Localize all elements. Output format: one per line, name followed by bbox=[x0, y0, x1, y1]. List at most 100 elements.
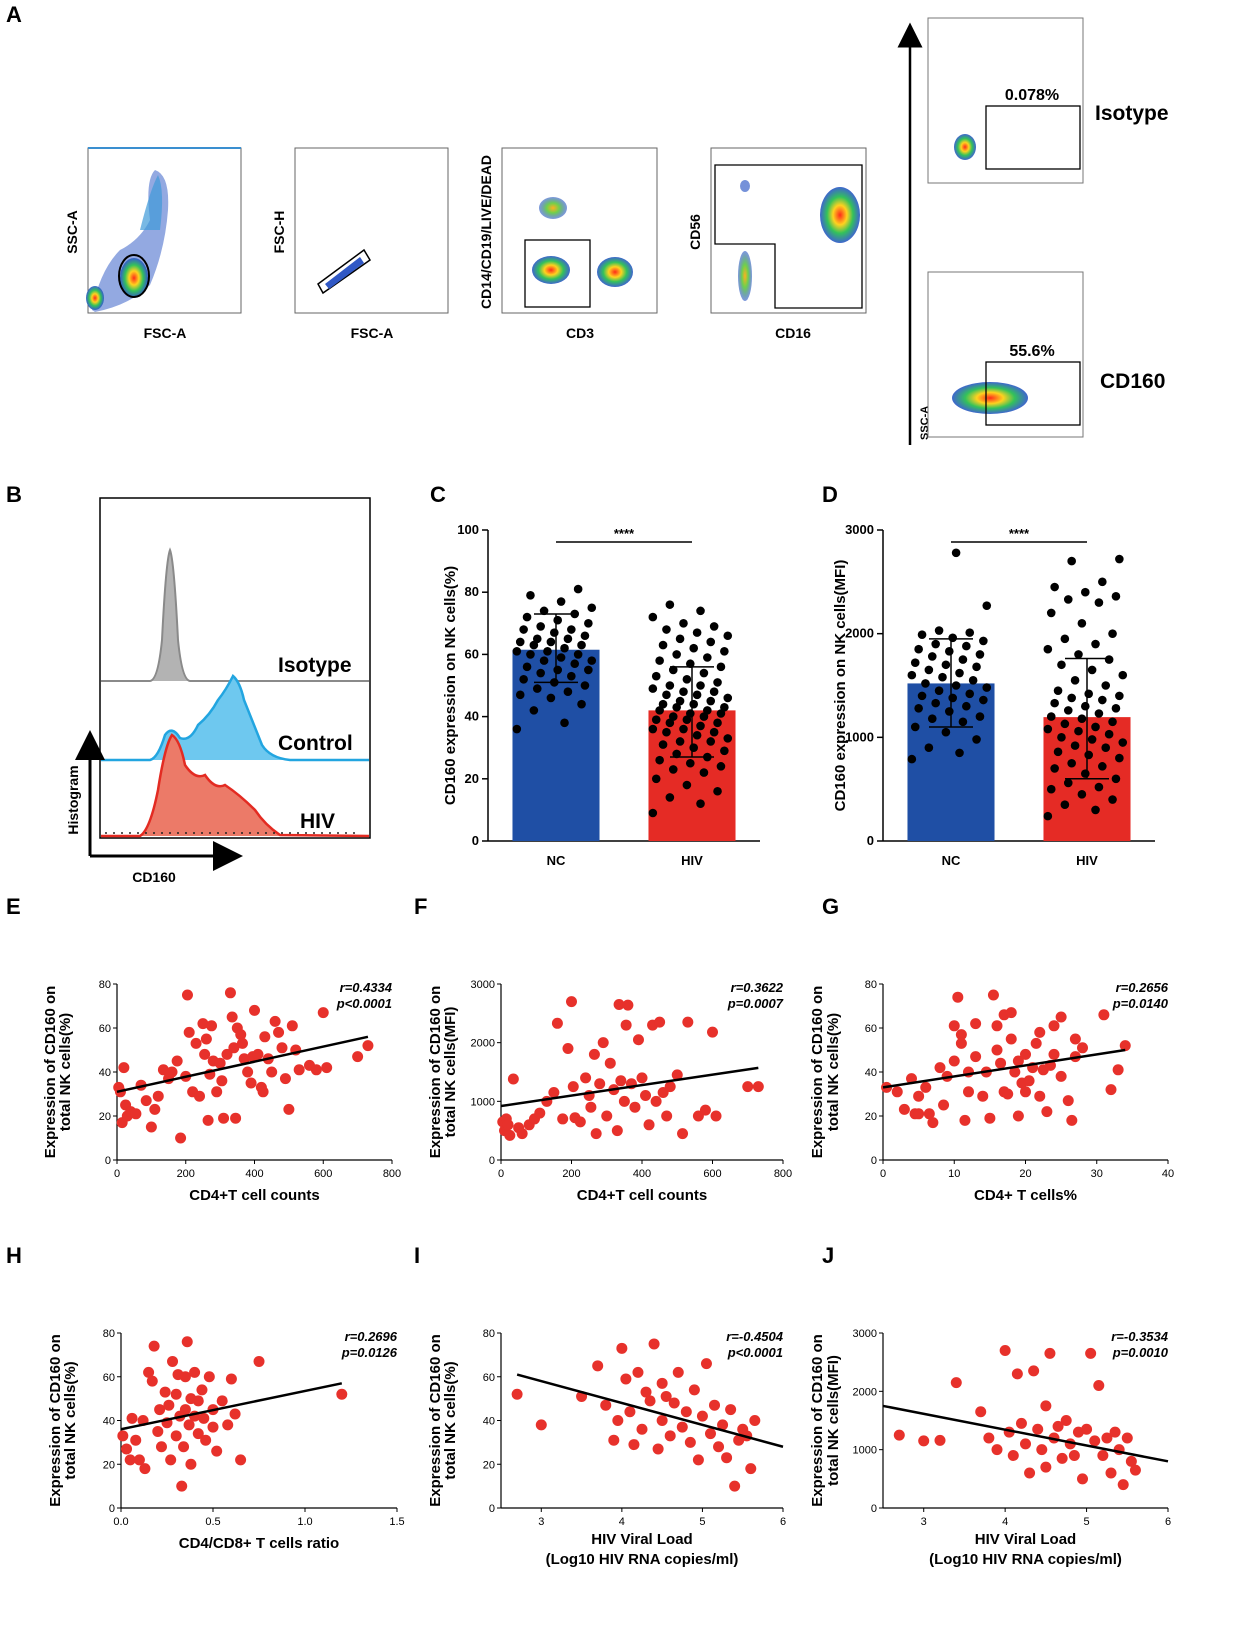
chart-i-point-0 bbox=[511, 1388, 523, 1400]
chart-g-xtick-label-1: 10 bbox=[948, 1168, 960, 1180]
chart-c-point-hiv-19 bbox=[692, 730, 702, 740]
chart-e-ytick-label-4: 80 bbox=[99, 979, 111, 991]
chart-c-point-hiv-57 bbox=[703, 653, 712, 662]
chart-e-point-59 bbox=[286, 1020, 298, 1032]
chart-d-point-nc-5 bbox=[910, 722, 920, 732]
chart-c-point-hiv-17 bbox=[675, 737, 685, 746]
chart-i-point-34 bbox=[721, 1452, 733, 1464]
flow-plot-2-x-label: FSC-A bbox=[351, 325, 394, 341]
histogram-control bbox=[101, 674, 369, 762]
chart-g-point-35 bbox=[1009, 1066, 1021, 1078]
chart-h-point-46 bbox=[235, 1454, 247, 1466]
chart-j-xtick-label-0: 3 bbox=[921, 1516, 927, 1528]
chart-f-ytick-label-0: 0 bbox=[489, 1155, 495, 1167]
chart-j-point-7 bbox=[999, 1345, 1011, 1356]
panel-label-i: I bbox=[414, 1243, 420, 1268]
chart-j-xtick-label-1: 4 bbox=[1002, 1516, 1008, 1528]
chart-g-point-60 bbox=[1112, 1064, 1124, 1076]
chart-g-point-28 bbox=[991, 1044, 1003, 1056]
chart-c-point-hiv-69 bbox=[648, 612, 658, 622]
chart-j-point-16 bbox=[1036, 1444, 1048, 1456]
chart-c-point-nc-21 bbox=[573, 650, 583, 659]
chart-d-point-hiv-1 bbox=[1091, 805, 1100, 815]
chart-e-point-36 bbox=[224, 987, 236, 999]
chart-d-point-nc-19 bbox=[951, 681, 961, 690]
chart-f-point-37 bbox=[629, 1101, 641, 1113]
chart-i-point-27 bbox=[692, 1454, 704, 1466]
chart-d-point-nc-6 bbox=[958, 717, 968, 727]
chart-g-point-20 bbox=[963, 1086, 974, 1098]
chart-d-point-nc-28 bbox=[910, 658, 920, 667]
chart-h-point-1 bbox=[121, 1443, 133, 1455]
chart-h-point-24 bbox=[178, 1441, 190, 1453]
flow-plot-2-gate bbox=[317, 248, 372, 295]
flow-plot-1-y-label: SSC-A bbox=[64, 210, 80, 254]
histogram-label-control: Control bbox=[278, 732, 353, 755]
chart-h-point-38 bbox=[203, 1371, 215, 1383]
chart-i-ytick-label-0: 0 bbox=[489, 1503, 495, 1515]
chart-i-p-value: p<0.0001 bbox=[727, 1345, 783, 1360]
panel-label-h: H bbox=[6, 1243, 22, 1268]
chart-c-point-hiv-61 bbox=[658, 640, 668, 650]
chart-c-point-hiv-43 bbox=[662, 690, 671, 700]
chart-d-point-nc-27 bbox=[941, 660, 951, 670]
chart-d-point-hiv-45 bbox=[1074, 650, 1083, 659]
chart-f-point-15 bbox=[562, 1043, 574, 1055]
chart-e-point-44 bbox=[242, 1066, 254, 1078]
chart-f-xtick-label-4: 800 bbox=[774, 1168, 792, 1180]
chart-g-point-44 bbox=[1034, 1090, 1046, 1102]
chart-d-point-nc-24 bbox=[955, 668, 964, 678]
chart-f-p-value: p=0.0007 bbox=[727, 996, 784, 1011]
chart-f-point-55 bbox=[742, 1081, 754, 1093]
chart-j-point-28 bbox=[1081, 1423, 1093, 1435]
chart-d-ytick-label-3: 3000 bbox=[845, 522, 874, 537]
chart-c-point-hiv-70 bbox=[696, 606, 705, 616]
chart-g-point-41 bbox=[1023, 1075, 1035, 1087]
chart-e-xtick-label-3: 600 bbox=[314, 1168, 332, 1180]
chart-j-p-value: p=0.0010 bbox=[1112, 1345, 1169, 1360]
chart-e-point-19 bbox=[181, 989, 193, 1001]
chart-e-point-64 bbox=[317, 1007, 329, 1019]
chart-c-point-nc-10 bbox=[519, 674, 528, 684]
isotype-gate-box bbox=[985, 105, 1081, 170]
chart-i-point-16 bbox=[652, 1443, 664, 1455]
chart-d-point-nc-33 bbox=[914, 644, 923, 654]
chart-h-point-19 bbox=[170, 1388, 182, 1400]
chart-g-xtick-label-4: 40 bbox=[1162, 1168, 1174, 1180]
chart-g-point-58 bbox=[1098, 1009, 1110, 1021]
flow-plot-1-lymph-cluster bbox=[120, 258, 148, 298]
chart-c-point-hiv-53 bbox=[668, 665, 678, 675]
chart-c-significance: **** bbox=[614, 526, 635, 541]
chart-d-point-hiv-24 bbox=[1091, 722, 1100, 732]
chart-c-point-nc-41 bbox=[587, 603, 597, 613]
chart-d-point-nc-32 bbox=[944, 646, 954, 656]
chart-d-point-hiv-59 bbox=[1115, 554, 1124, 564]
chart-f-point-12 bbox=[548, 1087, 560, 1099]
chart-f-point-43 bbox=[650, 1095, 662, 1107]
chart-h-ytick-label-3: 60 bbox=[103, 1372, 115, 1384]
chart-d-point-hiv-11 bbox=[1098, 762, 1107, 771]
chart-c-point-nc-35 bbox=[536, 622, 545, 631]
chart-h-p-value: p=0.0126 bbox=[341, 1345, 398, 1360]
chart-e-point-67 bbox=[362, 1040, 374, 1052]
chart-c-point-hiv-18 bbox=[723, 734, 733, 743]
chart-i-point-14 bbox=[644, 1395, 656, 1407]
chart-j-point-18 bbox=[1040, 1461, 1052, 1473]
chart-d-point-hiv-18 bbox=[1118, 738, 1128, 747]
chart-c-point-hiv-42 bbox=[692, 690, 702, 700]
chart-j-point-19 bbox=[1044, 1347, 1056, 1359]
chart-j-point-22 bbox=[1056, 1452, 1068, 1464]
chart-e-point-45 bbox=[245, 1077, 257, 1089]
chart-h-point-13 bbox=[155, 1441, 167, 1453]
chart-c-ytick-label-3: 60 bbox=[465, 646, 479, 661]
chart-c-point-hiv-10 bbox=[655, 755, 664, 765]
chart-c-point-hiv-38 bbox=[658, 699, 668, 709]
chart-g-point-9 bbox=[927, 1117, 939, 1129]
chart-c-point-nc-30 bbox=[532, 634, 542, 644]
chart-c-point-nc-24 bbox=[560, 643, 569, 653]
chart-j-point-14 bbox=[1028, 1365, 1040, 1377]
chart-d-point-nc-40 bbox=[934, 626, 944, 635]
chart-e-point-50 bbox=[257, 1086, 269, 1098]
chart-f-point-10 bbox=[534, 1107, 546, 1119]
chart-c-point-hiv-24 bbox=[696, 721, 705, 731]
